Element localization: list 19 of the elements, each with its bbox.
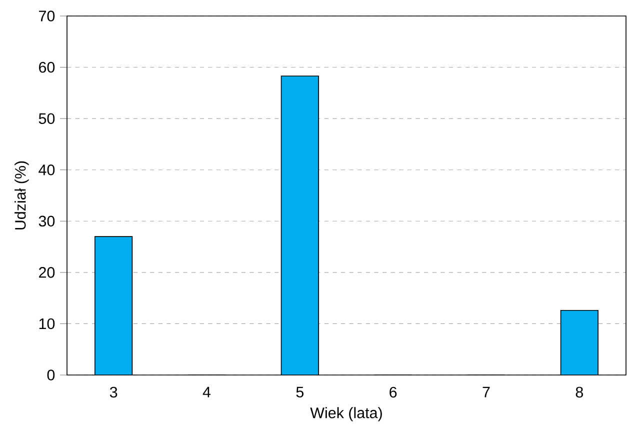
y-tick-label: 10: [39, 318, 55, 330]
x-tick-label: 3: [110, 386, 118, 398]
y-tick-label: 40: [38, 164, 55, 176]
x-tick-label: 4: [202, 386, 211, 398]
x-tick-label: 5: [296, 386, 304, 398]
x-tick-label: 6: [390, 386, 397, 398]
x-axis-title: Wiek (lata): [310, 407, 382, 422]
y-tick-label: 70: [39, 10, 55, 22]
y-tick-label: 0: [47, 370, 55, 380]
y-tick-label: 30: [38, 216, 55, 227]
x-tick-label: 7: [482, 386, 490, 398]
y-tick-label: 50: [38, 113, 55, 124]
bar: [280, 76, 319, 375]
y-axis-title: Udział (%): [14, 161, 29, 230]
x-tick-label: 8: [576, 386, 583, 398]
bar: [560, 310, 598, 375]
bar: [94, 236, 133, 375]
y-tick-label: 20: [39, 267, 55, 278]
y-tick-label: 60: [39, 62, 55, 73]
